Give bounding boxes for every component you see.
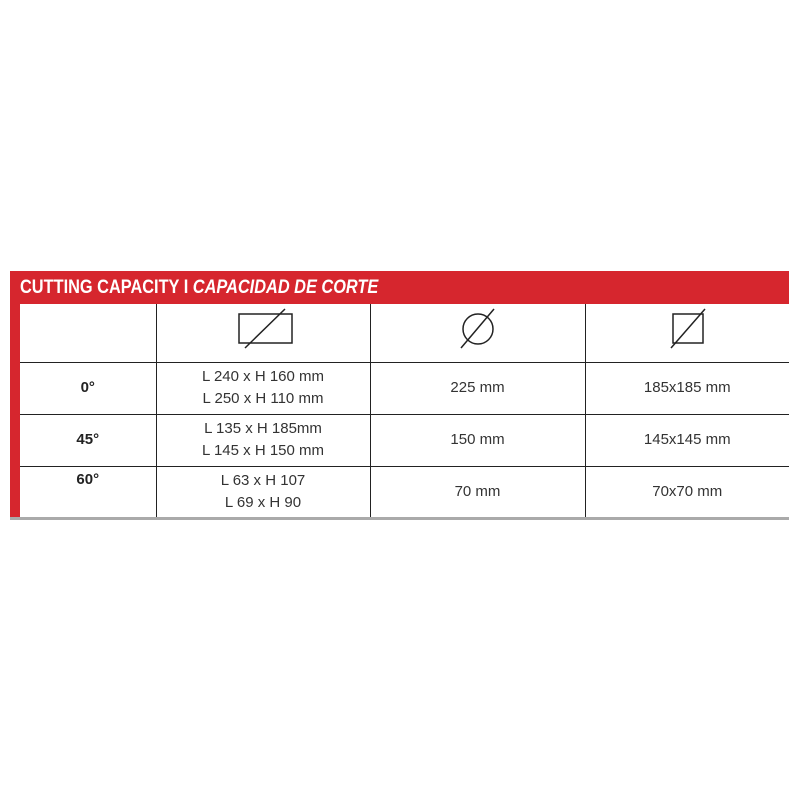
header-row	[20, 304, 789, 363]
round-capacity-cell: 70 mm	[369, 465, 586, 519]
rect-capacity-cell: L 135 x H 185mm L 145 x H 150 mm	[155, 413, 371, 467]
rect-value: L 63 x H 107	[220, 472, 306, 489]
rect-value: L 145 x H 150 mm	[202, 442, 324, 459]
title-es: CAPACIDAD DE CORTE	[192, 277, 379, 298]
capacity-table: 0° L 240 x H 160 mm L 250 x H 110 mm 225 …	[20, 304, 789, 519]
table-row: 60° L 63 x H 107 L 69 x H 90 70 mm 70x70 …	[20, 465, 789, 519]
title-en: CUTTING CAPACITY	[20, 277, 180, 298]
table-row: 0° L 240 x H 160 mm L 250 x H 110 mm 225 …	[20, 361, 789, 415]
section-title: CUTTING CAPACITY I CAPACIDAD DE CORTE	[20, 275, 378, 301]
rect-value: L 135 x H 185mm	[204, 420, 322, 437]
round-section-icon	[369, 304, 586, 363]
title-separator: I	[183, 277, 189, 298]
square-capacity-cell: 185x185 mm	[584, 361, 789, 415]
rect-capacity-cell: L 63 x H 107 L 69 x H 90	[155, 465, 371, 519]
table-row: 45° L 135 x H 185mm L 145 x H 150 mm 150 …	[20, 413, 789, 467]
rect-capacity-cell: L 240 x H 160 mm L 250 x H 110 mm	[155, 361, 371, 415]
angle-cell: 0°	[20, 361, 157, 415]
rect-value: L 250 x H 110 mm	[202, 390, 324, 407]
empty-header-cell	[20, 304, 157, 363]
square-section-icon	[584, 304, 789, 363]
square-capacity-cell: 70x70 mm	[584, 465, 789, 519]
round-capacity-cell: 150 mm	[369, 413, 586, 467]
rect-value: L 69 x H 90	[224, 494, 302, 511]
round-capacity-cell: 225 mm	[369, 361, 586, 415]
angle-cell: 60°	[20, 465, 157, 519]
square-capacity-cell: 145x145 mm	[584, 413, 789, 467]
bottom-divider	[10, 517, 789, 520]
cutting-capacity-section: CUTTING CAPACITY I CAPACIDAD DE CORTE 0°…	[10, 271, 789, 519]
rect-value: L 240 x H 160 mm	[202, 368, 324, 385]
rectangle-section-icon	[155, 304, 371, 363]
angle-cell: 45°	[20, 413, 157, 467]
